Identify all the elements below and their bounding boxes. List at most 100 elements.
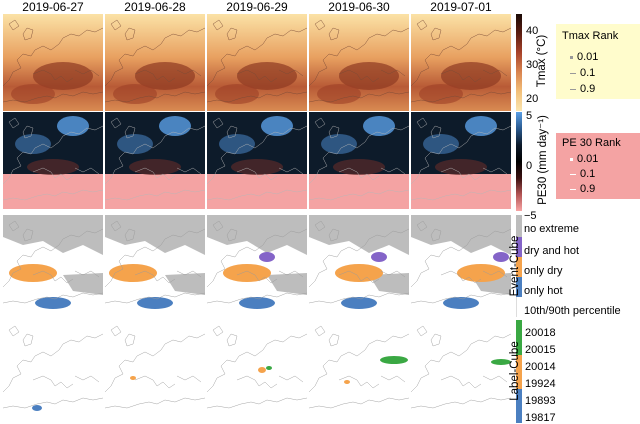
- coastline: [309, 325, 409, 409]
- tmax-rank-value-2: 0.9: [580, 83, 596, 95]
- only-dry-region: [335, 264, 383, 282]
- wet-region: [261, 116, 293, 136]
- label-field: [207, 320, 307, 417]
- coastline: [309, 19, 409, 103]
- label-swatch-5: [516, 406, 522, 423]
- label-swatch-0: [516, 320, 522, 338]
- wet-region: [465, 116, 497, 136]
- event-cat-dry-and-hot: dry and hot: [524, 245, 580, 257]
- tmax-tick-40: 40: [526, 25, 539, 37]
- tmax-tick-30: 30: [526, 59, 539, 71]
- label-cube-map-panel: [411, 320, 511, 417]
- label-region: [344, 380, 350, 384]
- coastline: [105, 117, 205, 201]
- label-swatch-4: [516, 389, 522, 406]
- label-region: [258, 367, 266, 373]
- event-cube-axis-label: Event-Cube: [509, 235, 521, 297]
- label-value-3: 19924: [525, 378, 556, 390]
- dry-and-hot-region: [371, 252, 387, 262]
- label-cube-map-panel: [207, 320, 307, 417]
- dry-region: [333, 159, 385, 175]
- label-region: [130, 376, 136, 380]
- coastline: [207, 117, 307, 201]
- coastline: [207, 220, 307, 304]
- coastline: [411, 19, 511, 103]
- pe30-rank-title: PE 30 Rank: [562, 137, 621, 149]
- pe30-map-panel: [3, 112, 103, 209]
- pe30-rank-legend: PE 30 Rank 0.01 0.1 0.9: [556, 133, 640, 199]
- event-cat-only-dry: only dry: [524, 265, 563, 277]
- label-value-2: 20014: [525, 361, 556, 373]
- dry-and-hot-region: [493, 252, 509, 262]
- label-field: [3, 320, 103, 417]
- coastline: [3, 325, 103, 409]
- label-cube-axis-label: Label-Cube: [509, 341, 521, 401]
- tmax-axis-label: Tmax (°C): [536, 34, 548, 88]
- label-value-0: 20018: [525, 327, 556, 339]
- label-cube-map-panel: [105, 320, 205, 417]
- label-region: [266, 366, 272, 370]
- tmax-map-panel: [3, 14, 103, 111]
- wet-region: [321, 134, 357, 154]
- event-cube-map-panel: [309, 215, 409, 312]
- no-extreme-region: [267, 273, 307, 295]
- date-header-1: 2019-06-28: [124, 0, 186, 14]
- label-region: [32, 405, 42, 411]
- swatch-only-dry: [516, 257, 522, 277]
- swatch-dry-and-hot: [516, 237, 522, 257]
- no-extreme-region: [369, 273, 409, 295]
- coastline: [105, 220, 205, 304]
- heat-region: [33, 62, 93, 90]
- tmax-rank-value-1: 0.1: [580, 67, 596, 79]
- pe30-map-panel: [207, 112, 307, 209]
- label-cube-legend: 20018 20015 20014 19924 19893 19817: [516, 320, 640, 424]
- only-dry-region: [109, 264, 157, 282]
- coastline: [309, 220, 409, 304]
- pe30-map-panel: [411, 112, 511, 209]
- tmax-map-panel: [411, 14, 511, 111]
- pe30-rank-item-1: 0.1: [570, 168, 595, 180]
- only-dry-region: [223, 264, 271, 282]
- heat-region: [419, 84, 463, 104]
- heat-region: [339, 62, 399, 90]
- wet-region: [117, 134, 153, 154]
- tmax-colorbar: [516, 14, 522, 111]
- wet-region: [219, 134, 255, 154]
- dry-region: [105, 174, 205, 209]
- heat-region: [11, 84, 55, 104]
- event-cube-map-panel: [3, 215, 103, 312]
- pe30-rank-value-0: 0.01: [577, 153, 599, 165]
- label-field: [105, 320, 205, 417]
- wet-region: [159, 116, 191, 136]
- only-hot-region: [137, 297, 173, 309]
- label-field: [309, 320, 409, 417]
- dry-region: [309, 174, 409, 209]
- pe30-rank-item-0: 0.01: [570, 153, 598, 165]
- pe30-rank-dot-icon: [570, 157, 573, 161]
- dry-region: [129, 159, 181, 175]
- label-cube-map-panel: [309, 320, 409, 417]
- dry-region: [231, 159, 283, 175]
- label-cube-map-panel: [3, 320, 103, 417]
- no-extreme-region: [411, 215, 511, 255]
- coastline: [3, 19, 103, 103]
- tmax-map-panel: [309, 14, 409, 111]
- tmax-rank-item-0: 0.01: [570, 51, 598, 63]
- heat-region: [237, 62, 297, 90]
- label-value-5: 19817: [525, 412, 556, 424]
- pe30-rank-line-icon: [570, 188, 576, 190]
- pe30-axis-label: PE30 (mm day⁻¹): [537, 115, 549, 205]
- tmax-tick-20: 20: [526, 93, 539, 105]
- date-header-2: 2019-06-29: [226, 0, 288, 14]
- label-region: [380, 356, 408, 364]
- coastline: [207, 19, 307, 103]
- date-header-3: 2019-06-30: [328, 0, 390, 14]
- tmax-rank-title: Tmax Rank: [562, 30, 619, 42]
- coastline: [3, 220, 103, 304]
- event-cat-percentile: 10th/90th percentile: [524, 305, 621, 317]
- swatch-percentile: [516, 297, 523, 317]
- event-cat-only-hot: only hot: [524, 285, 563, 297]
- dry-region: [27, 159, 79, 175]
- event-cube-map-panel: [411, 215, 511, 312]
- label-value-4: 19893: [525, 395, 556, 407]
